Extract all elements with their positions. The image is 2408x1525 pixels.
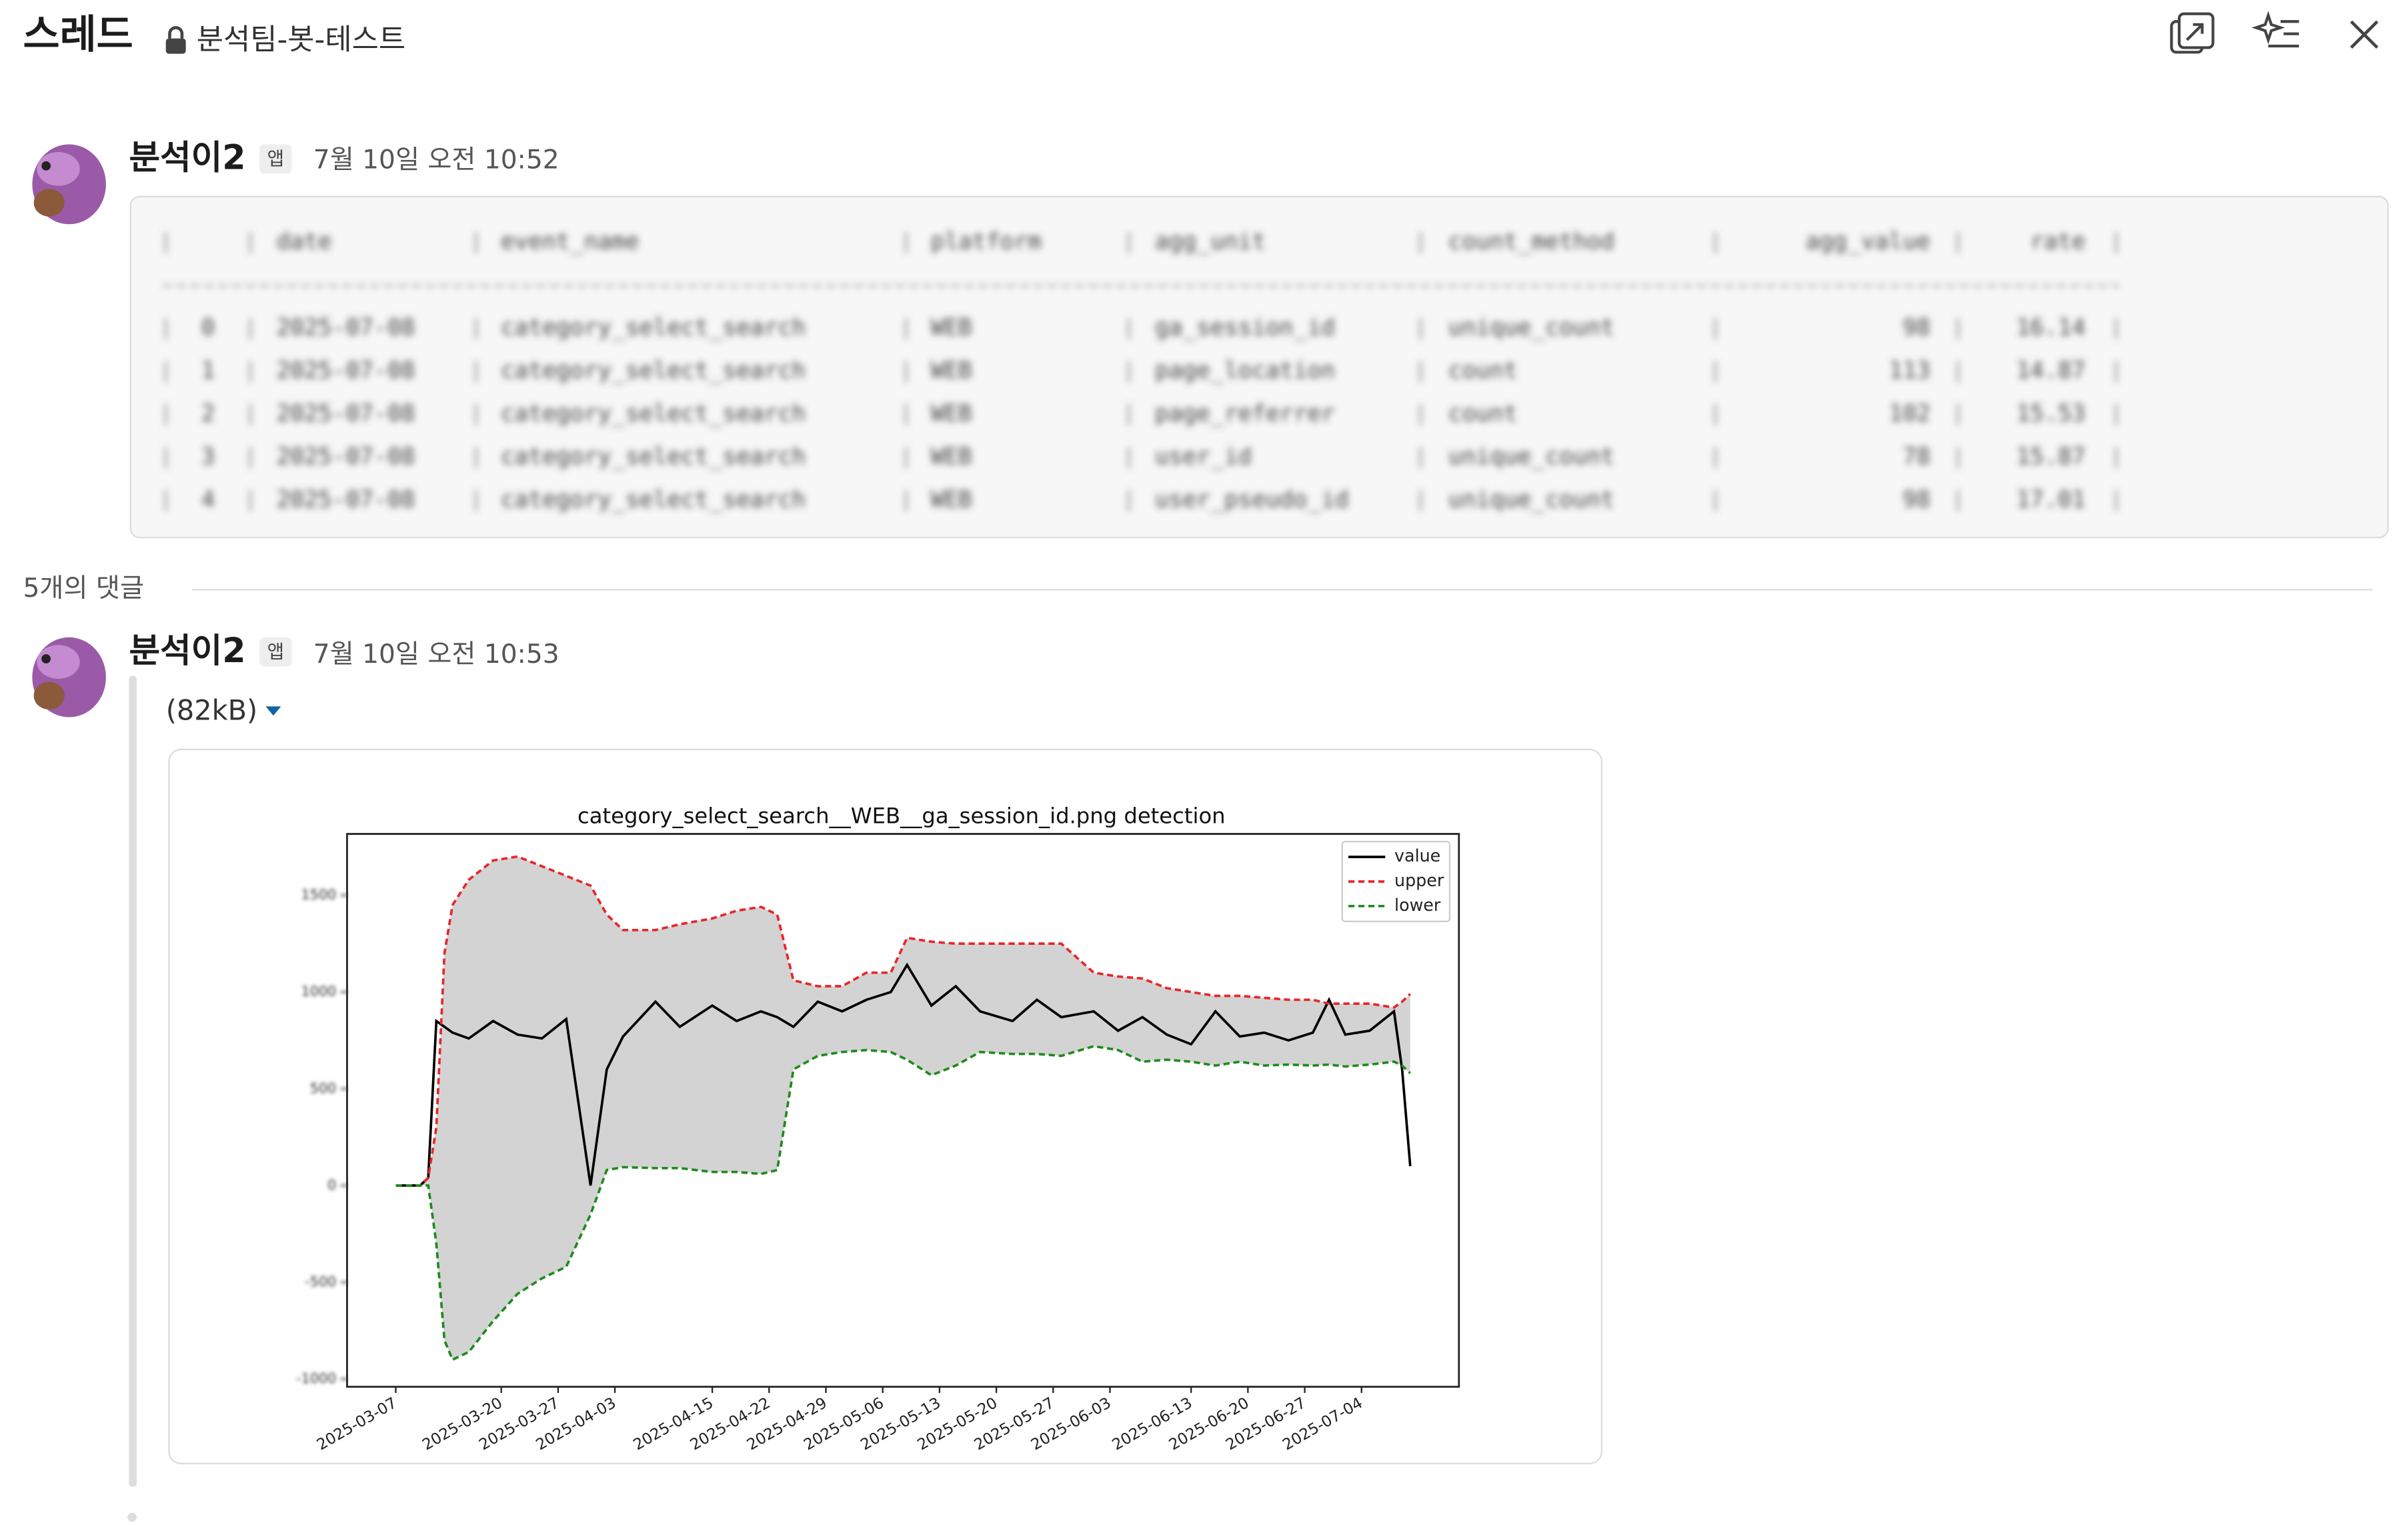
file-size[interactable]: (82kB): [166, 695, 257, 727]
close-button[interactable]: [2350, 20, 2379, 49]
data-table: date event_name platform agg_unit count_meth…: [163, 228, 2120, 513]
y-tick-label: 0: [327, 1177, 336, 1193]
table-cell: 2: [201, 400, 215, 427]
band: [395, 856, 1410, 1360]
table-cell: WEB: [931, 357, 972, 384]
column-header: agg_unit: [1155, 228, 1266, 255]
column-header: count_method: [1448, 228, 1614, 255]
table-cell: 98: [1903, 314, 1931, 341]
table-cell: 98: [1903, 486, 1931, 513]
table-cell: category_select_search: [501, 314, 806, 341]
channel-name: 분석팀-봇-테스트: [197, 23, 405, 57]
table-cell: 113: [1889, 357, 1930, 384]
series-line: [395, 855, 1412, 1187]
thread-dot: [127, 1512, 137, 1522]
table-cell: WEB: [931, 400, 972, 427]
author-name[interactable]: 분석이2: [129, 631, 245, 670]
table-cell: 1: [201, 357, 215, 384]
table-cell: category_select_search: [501, 443, 806, 470]
table-cell: 2025-07-08: [277, 400, 415, 427]
table-cell: 15.87: [2016, 443, 2085, 470]
timestamp[interactable]: 7월 10일 오전 10:53: [313, 639, 559, 669]
table-cell: WEB: [931, 443, 972, 470]
avatar: [32, 144, 106, 225]
table-cell: count: [1448, 400, 1518, 427]
series-line: [395, 1045, 1412, 1362]
series-line: [395, 962, 1412, 1187]
y-axis: -1000 -500 0 500 1000 1500: [296, 887, 347, 1386]
table-cell: 0: [201, 314, 215, 341]
table-cell: category_select_search: [501, 357, 806, 384]
y-tick-label: -1000: [296, 1370, 336, 1386]
table-cell: WEB: [931, 486, 972, 513]
badge-bg: [259, 637, 292, 667]
table-cell: 2025-07-08: [277, 443, 415, 470]
table-cell: user_id: [1155, 443, 1252, 470]
author-name[interactable]: 분석이2: [129, 138, 245, 177]
app-badge: 앱: [267, 148, 284, 170]
table-cell: 17.01: [2016, 486, 2085, 513]
table-cell: unique_count: [1448, 486, 1614, 513]
avatar: [32, 637, 106, 717]
code-block: [129, 195, 2389, 539]
open-window-button[interactable]: [2170, 12, 2215, 54]
app-badge: 앱: [267, 641, 284, 663]
table-cell: 2025-07-08: [277, 486, 415, 513]
table-cell: 14.87: [2016, 357, 2085, 384]
y-tick-label: 1000: [301, 984, 337, 1000]
thread-title: 스레드: [23, 11, 133, 58]
table-cell: user_pseudo_id: [1155, 486, 1349, 513]
column-header: agg_value: [1806, 228, 1931, 255]
table-cell: 4: [201, 486, 215, 513]
column-header: event_name: [501, 228, 640, 255]
table-cell: WEB: [931, 314, 972, 341]
table-cell: ga_session_id: [1155, 314, 1335, 341]
legend: value upper lower: [1341, 840, 1451, 923]
lock-icon: [165, 26, 186, 54]
table-cell: 15.53: [2016, 400, 2085, 427]
y-tick-label: 500: [310, 1080, 337, 1096]
column-header: platform: [931, 228, 1042, 255]
table-cell: 2025-07-08: [277, 314, 415, 341]
table-cell: 78: [1903, 443, 1931, 470]
table-cell: 102: [1889, 400, 1930, 427]
plot-frame: [346, 833, 1460, 1388]
table-cell: count: [1448, 357, 1518, 384]
legend-label: value: [1394, 846, 1440, 866]
y-tick-label: 1500: [301, 887, 337, 903]
ai-summary-button[interactable]: [2251, 11, 2299, 48]
table-cell: page_referrer: [1155, 400, 1335, 427]
table-cell: category_select_search: [501, 400, 806, 427]
table-cell: unique_count: [1448, 443, 1614, 470]
column-header: rate: [2030, 228, 2085, 255]
table-cell: 2025-07-08: [277, 357, 415, 384]
table-cell: page_location: [1155, 357, 1335, 384]
table-cell: category_select_search: [501, 486, 806, 513]
legend-label: upper: [1394, 870, 1444, 890]
legend-label: lower: [1394, 895, 1441, 915]
legend-box: [1341, 840, 1451, 923]
replies-label: 5개의 댓글: [23, 573, 144, 603]
table-cell: 16.14: [2016, 314, 2085, 341]
y-tick-label: -500: [305, 1274, 336, 1290]
timestamp[interactable]: 7월 10일 오전 10:52: [313, 145, 559, 175]
chart-title: category_select_search__WEB__ga_session_…: [577, 803, 1226, 828]
column-header: date: [277, 228, 332, 255]
table-cell: 3: [201, 443, 215, 470]
collapse-toggle[interactable]: [265, 706, 281, 716]
badge-bg: [259, 144, 292, 174]
table-cell: unique_count: [1448, 314, 1614, 341]
thread-bar: [129, 675, 137, 1487]
